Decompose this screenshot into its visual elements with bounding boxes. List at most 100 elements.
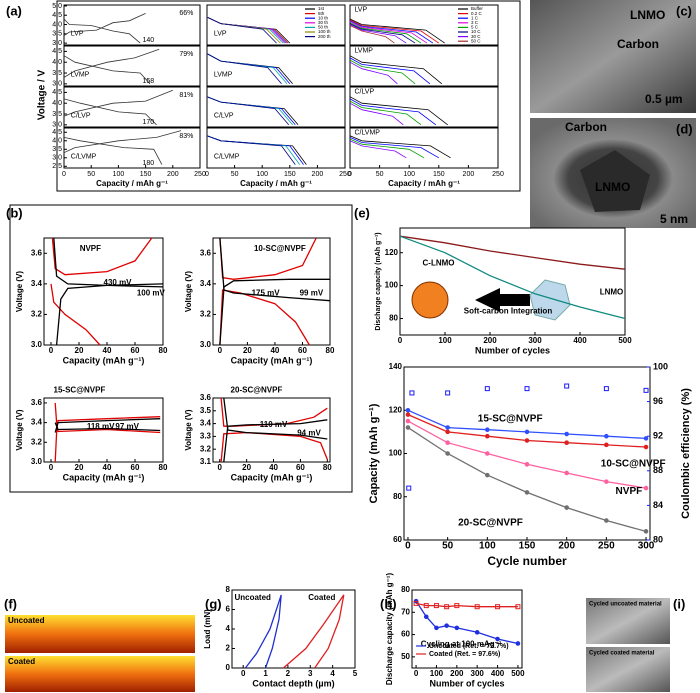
annotation: 20-SC@NVPF [458,517,523,528]
series-line [349,135,451,159]
series-line [206,53,293,85]
x-tick-label: 20 [242,463,251,472]
x-tick-label: 150 [284,171,296,178]
series-line [244,594,282,669]
y-tick-label: 2.5 [52,163,62,170]
y-axis-title: Discharge capacity (mAh g⁻¹) [385,573,394,686]
legend-label: 200 th [318,34,331,39]
marker [454,625,460,631]
annotation: 170 [142,119,154,126]
annotation: 430 mV [104,278,133,287]
plot-frame [43,397,164,463]
series-line [349,24,407,44]
annotation: 20-SC@NVPF [231,385,283,394]
y-tick-label: 3.5 [52,31,62,38]
marker [406,485,412,491]
series-line [407,427,647,533]
x-tick-label: 50 [442,541,454,552]
series-line [349,22,422,44]
annotation: C/LVP [71,113,91,120]
sem-image [586,647,670,692]
x-tick-label: 50 [231,171,239,178]
series-line [399,235,626,270]
y-tick-label: 3.1 [200,457,212,466]
series-line [219,289,310,346]
y-axis-title: Voltage (V) [15,409,24,451]
series-line [63,48,160,78]
marker [445,429,450,435]
y-tick-label: 80 [393,492,402,501]
x-tick-label: 200 [558,541,575,552]
y2-tick-label: 88 [653,465,663,475]
x-tick-label: 60 [296,463,305,472]
x-tick-label: 300 [638,541,655,552]
x-tick-label: 60 [298,346,307,355]
y2-axis-title: Coulombic efficiency (%) [680,388,692,519]
annotation: 97 mV [115,422,139,431]
series-line [54,402,161,434]
x-tick-label: 40 [269,463,278,472]
sem-image [530,0,696,113]
y-tick-label: 4.0 [52,21,62,28]
series-line [223,397,328,440]
y-tick-label: 3.4 [31,279,43,288]
series-line [63,98,157,126]
y-axis-title: Capacity (mAh g⁻¹) [368,403,380,503]
legend-label: 5 C [471,25,479,30]
plot-frame [349,86,499,128]
panel-label: (c) [676,3,692,18]
annotation: LVMP [71,72,90,79]
marker [524,490,530,495]
plot-frame [63,45,201,87]
y-tick-label: 3.4 [31,418,43,427]
annotation: Coated [308,593,335,602]
series-line [349,59,416,85]
afm-image [5,656,195,692]
marker [434,625,439,631]
y-tick-label: 4.0 [52,59,62,66]
marker [643,436,649,441]
y-tick-label: 3.6 [31,398,43,407]
marker [445,425,450,430]
y-axis-title: Discharge capacity (mAh g⁻¹) [375,232,382,330]
x-tick-label: 40 [103,463,112,472]
panel-label: (d) [676,121,693,136]
legend-label: Uncoated (Ret. = 72.7%) [429,643,509,650]
x-tick-label: 200 [463,171,475,178]
image-label: Coated [8,657,35,666]
y-tick-label: 3.5 [200,406,212,415]
y-tick-label: 4.0 [52,138,62,145]
y-tick-label: 3.2 [31,437,43,446]
series-line [63,13,146,37]
y-tick-label: 8 [226,585,231,594]
y-tick-label: 120 [385,248,399,257]
y-tick-label: 4.5 [52,12,62,19]
y-tick-label: 80 [401,585,410,594]
y-tick-label: 6 [226,605,231,614]
y-tick-label: 3.6 [200,393,212,402]
y-tick-label: 3.5 [52,70,62,77]
legend-label: 10 th [318,15,329,20]
x-tick-label: 0 [218,346,223,355]
legend-label: 1st [318,6,325,11]
marker [643,529,649,534]
x-axis-title: Capacity (mAh g⁻¹) [231,472,313,482]
y-tick-label: 3.0 [52,40,62,47]
image-label: Uncoated [8,616,45,625]
marker [445,440,450,445]
x-tick-label: 0 [414,669,419,678]
y-tick-label: 4.0 [52,100,62,107]
series-line [206,96,299,126]
plot-frame [411,589,523,669]
y-tick-label: 3.2 [200,444,212,453]
annotation: NVPF [616,486,643,497]
series-line [349,140,407,159]
y-tick-label: 3.0 [31,457,43,466]
y-tick-label: 50 [401,652,410,661]
y-tick-label: 3.6 [200,248,212,257]
marker [604,442,609,448]
annotation: 175 mV [252,289,281,298]
series-line [349,23,416,44]
y-tick-label: 3.5 [52,146,62,153]
